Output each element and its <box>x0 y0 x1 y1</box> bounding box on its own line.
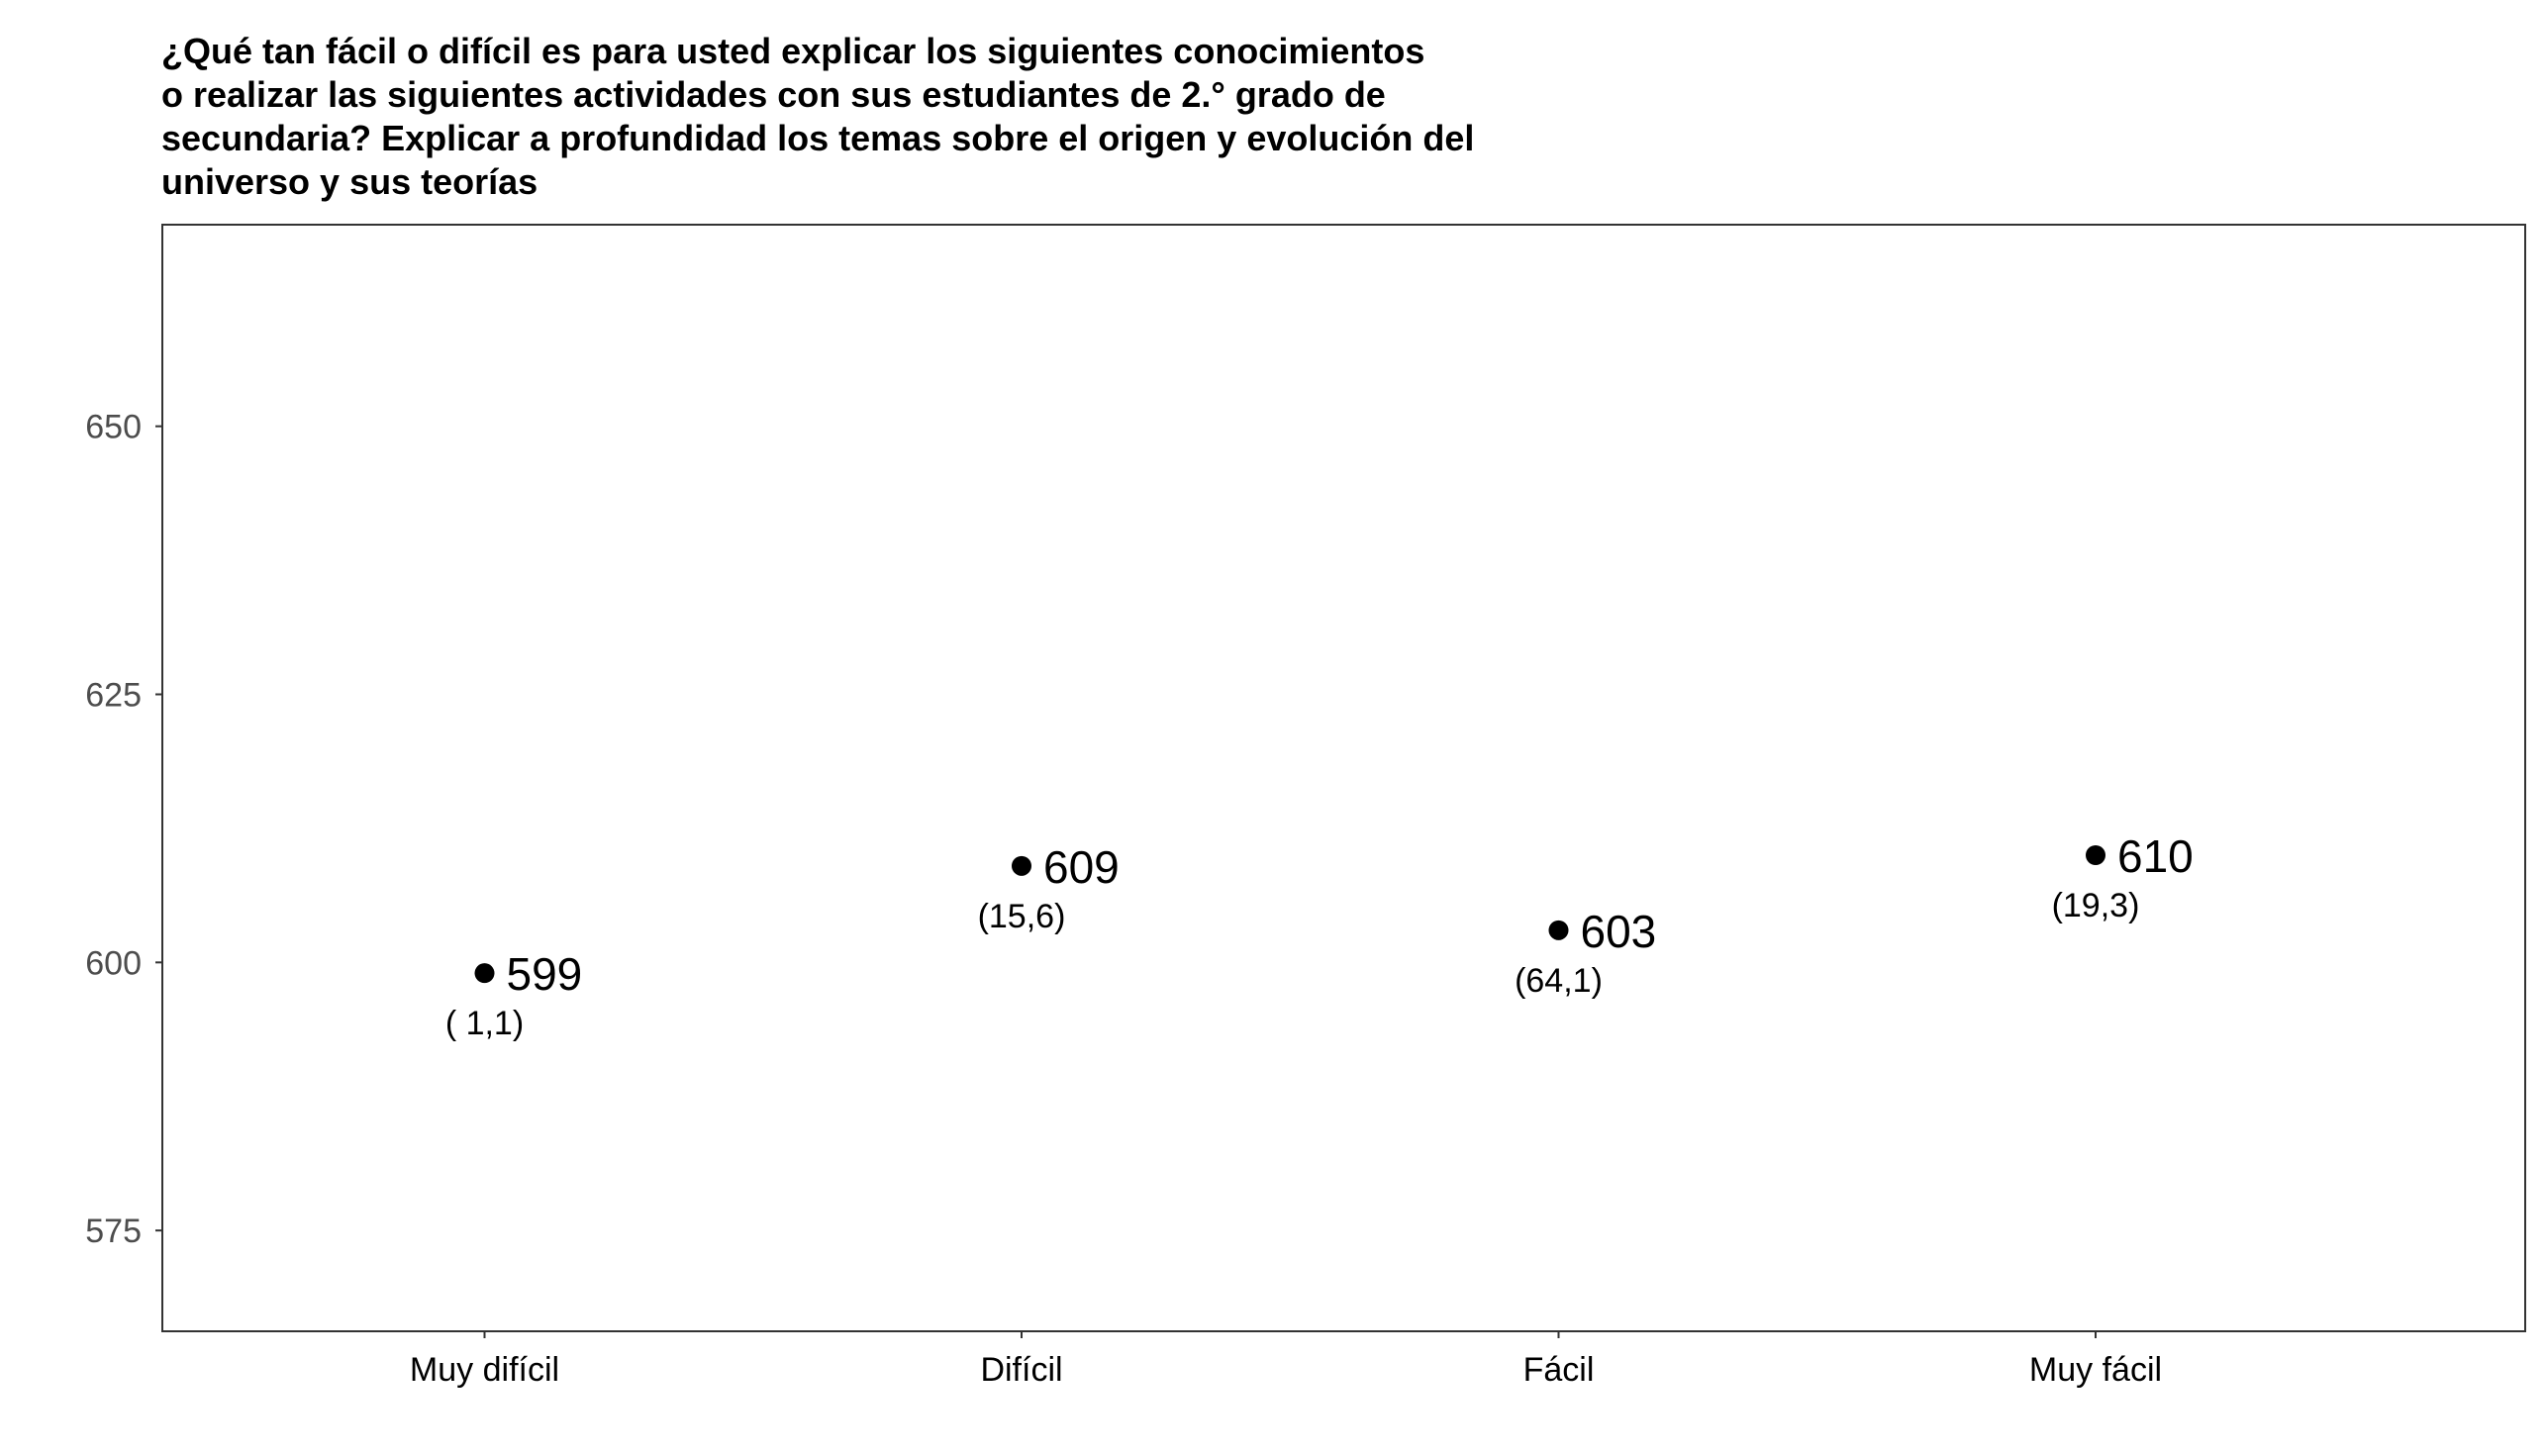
y-tick-label: 575 <box>85 1213 142 1250</box>
data-percent-label: (64,1) <box>1515 962 1603 1000</box>
data-points: 599 ( 1,1) 609 (15,6) 603 (64,1) 610 (19,3) <box>445 830 2194 1042</box>
data-percent-label: (15,6) <box>978 898 1066 935</box>
data-value-label: 599 <box>507 948 583 1000</box>
x-tick-label: Fácil <box>1523 1351 1595 1389</box>
x-axis: Muy difícil Difícil Fácil Muy fácil <box>410 1331 2162 1389</box>
x-tick-label: Muy difícil <box>410 1351 559 1389</box>
data-point <box>1548 920 1569 940</box>
chart-title: ¿Qué tan fácil o difícil es para usted e… <box>161 30 1597 204</box>
data-point <box>2086 845 2105 865</box>
data-percent-label: (19,3) <box>2052 887 2140 924</box>
data-value-label: 610 <box>2117 830 2194 882</box>
data-percent-label: ( 1,1) <box>445 1005 524 1042</box>
data-point <box>474 963 495 984</box>
y-axis: 575 600 625 650 <box>85 409 162 1250</box>
data-value-label: 609 <box>1043 841 1120 893</box>
chart-title-line: ¿Qué tan fácil o difícil es para usted e… <box>161 31 1425 71</box>
x-tick-label: Muy fácil <box>2029 1351 2162 1389</box>
chart-title-line: universo y sus teorías <box>161 161 538 202</box>
data-point <box>1012 855 1031 876</box>
data-value-label: 603 <box>1581 906 1657 957</box>
plot-panel-border <box>161 224 2526 1332</box>
chart-title-line: secundaria? Explicar a profundidad los t… <box>161 118 1475 158</box>
x-tick-label: Difícil <box>980 1351 1062 1389</box>
y-tick-label: 650 <box>85 409 142 446</box>
y-tick-label: 625 <box>85 677 142 715</box>
y-tick-label: 600 <box>85 944 142 982</box>
chart-title-line: o realizar las siguientes actividades co… <box>161 74 1386 115</box>
